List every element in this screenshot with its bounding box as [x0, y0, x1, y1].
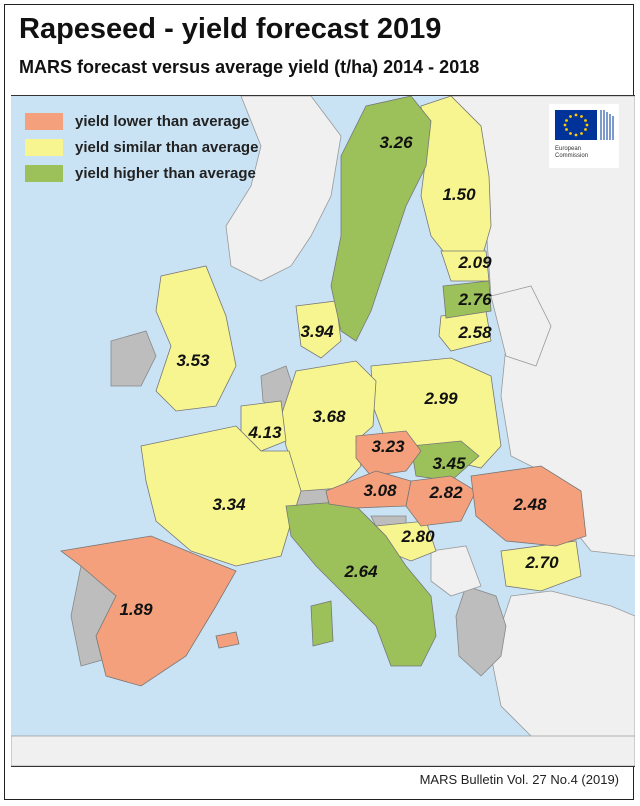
value-france: 3.34 [212, 495, 246, 514]
denmark-region [295, 300, 342, 359]
value-latvia: 2.76 [457, 290, 492, 309]
czechia-region [355, 430, 422, 477]
map-title: Rapeseed - yield forecast 2019 [19, 13, 442, 45]
spain-region [60, 535, 237, 687]
map-area: 3.26 1.50 2.09 2.76 2.58 3.94 3.53 2.99 … [11, 95, 635, 767]
france-region [140, 425, 302, 567]
legend-swatch-lower [25, 112, 63, 130]
value-slovakia: 3.45 [432, 454, 466, 473]
source-citation: MARS Bulletin Vol. 27 No.4 (2019) [419, 772, 619, 787]
value-poland: 2.99 [423, 389, 458, 408]
sardinia [310, 600, 334, 647]
uk-region [155, 265, 237, 412]
map-subtitle: MARS forecast versus average yield (t/ha… [19, 57, 480, 77]
value-bulgaria: 2.70 [524, 553, 559, 572]
value-estonia: 2.09 [457, 253, 492, 272]
value-sweden: 3.26 [379, 133, 413, 152]
value-finland: 1.50 [442, 185, 476, 204]
slovakia-region [410, 440, 480, 482]
eu-flag-icon: European Commission [555, 110, 614, 159]
norway [225, 96, 342, 282]
legend-item-similar: yield similar than average [25, 134, 258, 160]
value-romania: 2.48 [512, 495, 547, 514]
value-denmark: 3.94 [300, 322, 334, 341]
value-lithuania: 2.58 [457, 323, 492, 342]
svg-text:European: European [555, 146, 581, 152]
legend-swatch-similar [25, 138, 63, 156]
turkey-region [490, 590, 635, 766]
europe-map: 3.26 1.50 2.09 2.76 2.58 3.94 3.53 2.99 … [11, 96, 635, 766]
legend-label-lower: yield lower than average [75, 112, 250, 130]
legend: yield lower than average yield similar t… [25, 108, 258, 186]
legend-swatch-higher [25, 164, 63, 182]
legend-label-higher: yield higher than average [75, 164, 256, 182]
legend-item-higher: yield higher than average [25, 160, 258, 186]
european-commission-logo: European Commission [549, 104, 619, 168]
legend-item-lower: yield lower than average [25, 108, 258, 134]
legend-label-similar: yield similar than average [75, 138, 259, 156]
italy-region [285, 500, 437, 667]
value-czechia: 3.23 [371, 437, 405, 456]
value-germany: 3.68 [312, 407, 346, 426]
latvia-region [442, 280, 492, 319]
value-benelux: 4.13 [247, 423, 282, 442]
value-uk: 3.53 [176, 351, 210, 370]
value-croatia: 2.80 [400, 527, 435, 546]
ireland [110, 330, 157, 387]
hungary-region [405, 475, 477, 527]
value-austria: 3.08 [363, 481, 397, 500]
russia-west [490, 285, 552, 367]
romania-region [470, 465, 587, 547]
figure-frame: Rapeseed - yield forecast 2019 MARS fore… [4, 4, 635, 800]
north-africa [11, 735, 635, 766]
serbia [430, 545, 482, 597]
value-hungary: 2.82 [428, 483, 463, 502]
value-spain: 1.89 [119, 600, 153, 619]
balearic-islands [215, 631, 240, 649]
value-italy: 2.64 [343, 562, 378, 581]
greece [455, 585, 507, 677]
svg-text:Commission: Commission [555, 153, 588, 159]
sweden-region [330, 96, 432, 342]
